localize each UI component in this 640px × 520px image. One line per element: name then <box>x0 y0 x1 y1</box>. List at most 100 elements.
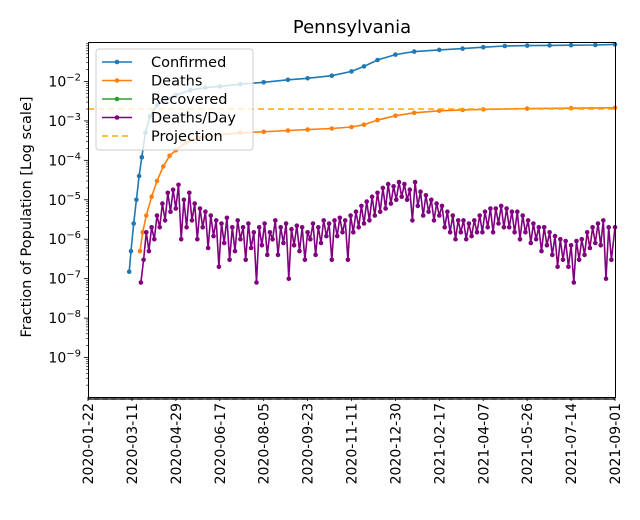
data-point-deaths-day <box>418 189 423 194</box>
data-point-deaths-day <box>442 225 448 230</box>
data-point-deaths-day <box>525 218 531 223</box>
x-tick-label: 2020-12-30 <box>388 403 404 484</box>
data-point-deaths-day <box>509 209 515 214</box>
x-tick-label: 2021-05-26 <box>520 403 536 484</box>
data-point-deaths-day <box>550 252 555 258</box>
data-point-deaths-day <box>267 230 273 235</box>
data-point-confirmed <box>329 73 335 78</box>
data-point-deaths-day <box>582 252 587 258</box>
data-point-deaths-day <box>506 225 512 230</box>
data-point-deaths-day <box>385 181 391 187</box>
y-tick-label: 10−2 <box>48 72 81 90</box>
data-point-deaths-day <box>455 218 461 223</box>
data-point-deaths-day <box>275 252 281 258</box>
y-tick-label: 10−7 <box>48 270 81 288</box>
data-point-deaths-day <box>490 230 496 235</box>
data-point-deaths-day <box>364 199 370 204</box>
data-point-deaths-day <box>431 218 437 223</box>
y-tick-base: 10 <box>48 153 66 169</box>
data-point-deaths <box>349 124 354 130</box>
data-point-confirmed <box>349 69 354 74</box>
data-point-deaths-day <box>539 248 544 254</box>
data-point-confirmed <box>131 221 136 226</box>
data-point-deaths-day <box>423 193 429 198</box>
data-point-deaths-day <box>472 218 477 223</box>
data-point-deaths-day <box>439 203 445 209</box>
data-point-deaths-day <box>482 209 488 214</box>
data-point-confirmed <box>593 42 598 48</box>
y-tick-label: 10−5 <box>48 191 81 209</box>
y-tick-exponent: −4 <box>66 151 81 162</box>
legend-marker-recovered <box>114 96 120 102</box>
data-point-deaths-day <box>152 236 157 242</box>
y-tick-exponent: −8 <box>66 309 81 320</box>
y-tick-label: 10−6 <box>48 230 81 248</box>
data-point-deaths-day <box>361 221 367 226</box>
data-point-deaths-day <box>216 264 222 270</box>
y-tick-base: 10 <box>48 351 66 367</box>
data-point-deaths-day <box>221 240 227 246</box>
data-point-deaths-day <box>501 225 507 230</box>
data-point-deaths-day <box>394 197 399 203</box>
data-point-deaths-day <box>144 230 149 235</box>
data-point-deaths-day <box>203 209 208 214</box>
data-point-deaths-day <box>251 230 257 235</box>
data-point-deaths-day <box>579 236 585 242</box>
y-tick-label: 10−8 <box>48 309 81 327</box>
data-point-deaths-day <box>412 179 418 185</box>
data-point-deaths-day <box>351 230 356 235</box>
data-point-deaths-day <box>265 252 270 258</box>
data-point-deaths <box>140 230 145 235</box>
data-point-deaths-day <box>273 218 278 223</box>
data-point-deaths-day <box>259 243 265 248</box>
data-point-deaths-day <box>211 233 216 239</box>
data-point-deaths-day <box>603 276 609 282</box>
data-point-deaths-day <box>248 245 254 251</box>
data-point-deaths-day <box>515 209 520 214</box>
data-point-deaths-day <box>480 230 485 235</box>
data-point-deaths-day <box>563 238 568 244</box>
data-point-deaths-day <box>230 225 235 230</box>
data-point-confirmed <box>375 57 380 63</box>
data-point-deaths-day <box>224 215 230 221</box>
data-point-deaths-day <box>536 225 542 230</box>
data-point-deaths-day <box>291 243 297 248</box>
data-point-deaths-day <box>289 226 294 232</box>
data-point-deaths-day <box>297 248 302 254</box>
data-point-deaths-day <box>404 197 410 203</box>
data-point-deaths-day <box>270 236 275 242</box>
data-point-deaths-day <box>512 230 517 235</box>
data-point-deaths-day <box>170 187 176 192</box>
x-tick-label: 2020-11-11 <box>345 403 361 484</box>
y-tick-label: 10−4 <box>48 151 81 169</box>
data-point-deaths-day <box>429 197 434 203</box>
y-tick-exponent: −9 <box>66 349 81 360</box>
data-point-deaths-day <box>165 190 171 196</box>
data-point-deaths-day <box>219 221 224 226</box>
data-point-deaths-day <box>547 230 552 235</box>
x-axis-ticks: 2020-01-22 2020-03-11 2020-04-29 2020-06-17… <box>81 397 624 484</box>
data-point-deaths-day <box>187 190 192 196</box>
data-point-deaths-day <box>240 225 246 230</box>
data-point-deaths <box>261 129 267 135</box>
data-point-deaths <box>161 164 166 169</box>
data-point-deaths-day <box>348 213 353 218</box>
data-point-deaths-day <box>345 257 351 263</box>
data-point-deaths-day <box>574 238 579 244</box>
data-point-deaths-day <box>299 225 305 230</box>
data-point-deaths-day <box>609 257 614 263</box>
y-tick-base: 10 <box>48 232 66 248</box>
data-point-deaths-day <box>278 225 284 230</box>
data-point-deaths-day <box>254 280 259 285</box>
data-point-confirmed <box>261 80 267 85</box>
data-point-deaths <box>144 213 149 218</box>
data-point-deaths-day <box>399 194 405 199</box>
data-point-confirmed <box>524 43 530 48</box>
x-tick-label: 2021-04-07 <box>476 403 492 484</box>
data-point-deaths-day <box>195 236 200 242</box>
data-point-deaths-day <box>415 203 421 209</box>
data-point-deaths-day <box>342 218 348 223</box>
data-point-confirmed <box>285 77 291 83</box>
data-point-deaths-day <box>453 236 458 242</box>
data-point-confirmed <box>139 154 145 160</box>
